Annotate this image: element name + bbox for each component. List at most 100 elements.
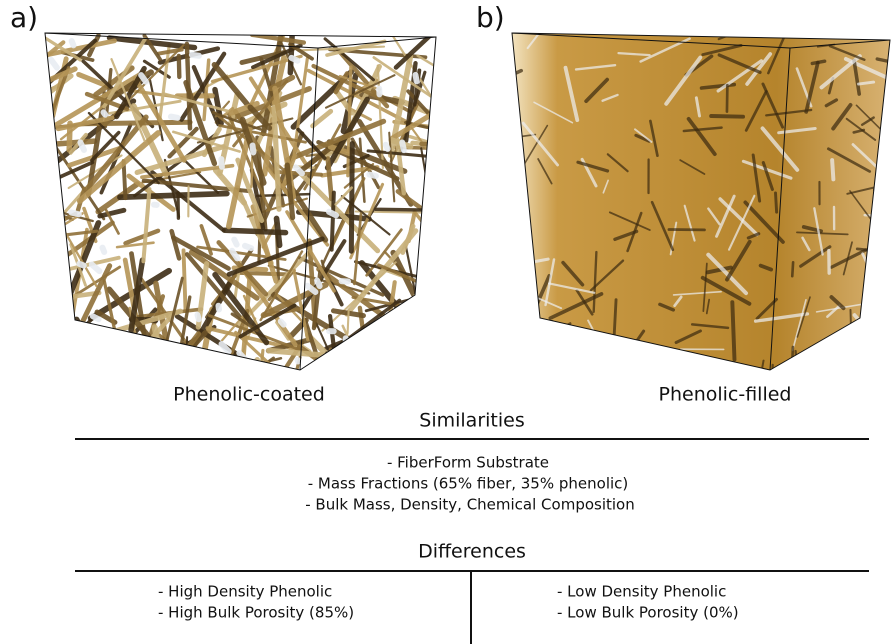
fiber (186, 337, 187, 377)
fiber (495, 279, 518, 292)
fiber (269, 351, 346, 357)
fiber (317, 280, 320, 286)
fiber (415, 295, 496, 312)
fiber (80, 142, 84, 150)
fiber (119, 338, 123, 342)
fiber (332, 193, 334, 250)
fiber (832, 160, 833, 179)
fiber (418, 278, 456, 358)
fiber (141, 75, 146, 82)
fiber (41, 191, 42, 215)
fiber (89, 331, 101, 361)
fiber (291, 58, 297, 61)
fiber (711, 116, 743, 117)
fiber (0, 360, 51, 431)
fiber (439, 290, 460, 318)
fiber (0, 244, 43, 248)
section-title: Similarities (419, 410, 524, 432)
fiber (184, 250, 186, 311)
fiber (204, 60, 209, 119)
fiber (179, 56, 180, 77)
fiber (160, 45, 169, 118)
fiber (812, 61, 824, 63)
fiber (0, 309, 45, 311)
fiber (416, 213, 482, 295)
fiber (552, 363, 578, 379)
fiber (298, 360, 299, 362)
fiber (343, 326, 369, 383)
fiber (776, 193, 777, 212)
fiber (370, 326, 428, 365)
fiber (92, 347, 166, 363)
fiber (399, 304, 407, 323)
fiber (675, 358, 678, 381)
fiber (376, 209, 435, 210)
fiber (585, 358, 638, 377)
fiber (45, 356, 119, 386)
fiber (386, 145, 388, 149)
fiber (225, 230, 286, 232)
fiber (104, 112, 106, 114)
list-item: - Bulk Mass, Density, Chemical Compositi… (305, 496, 635, 514)
list-item: - Low Bulk Porosity (0%) (557, 604, 739, 622)
fiber (232, 251, 237, 259)
fiber (508, 355, 551, 361)
fiber (72, 41, 74, 45)
fiber (436, 296, 444, 376)
fiber (417, 355, 427, 379)
fiber (406, 335, 436, 354)
fiber (415, 75, 416, 81)
fiber (26, 213, 82, 247)
fiber (33, 250, 64, 301)
fiber (520, 286, 528, 308)
fiber (482, 71, 521, 89)
list-item: - High Density Phenolic (158, 583, 332, 601)
fiber (59, 340, 75, 356)
fiber (58, 336, 123, 353)
list-item: - High Bulk Porosity (85%) (158, 604, 354, 622)
fiber (369, 341, 375, 371)
fiber (706, 369, 739, 381)
fiber (0, 367, 57, 422)
fiber (376, 353, 424, 402)
fiber (313, 111, 331, 126)
list-item: - FiberForm Substrate (387, 454, 549, 472)
fiber (108, 335, 126, 350)
fiber (172, 231, 179, 258)
fiber (423, 223, 438, 239)
panel-caption: Phenolic-coated (173, 384, 325, 406)
fiber (125, 231, 158, 243)
fiber (60, 235, 71, 327)
fiber (221, 344, 228, 351)
fiber (253, 146, 254, 153)
fiber (427, 331, 443, 369)
figure: a) b) Phenolic-coated Phenolic-filled Si… (0, 0, 895, 644)
fiber (555, 361, 582, 389)
fiber (858, 82, 873, 84)
fiber (124, 161, 126, 198)
fiber (281, 321, 284, 324)
fiber (71, 213, 79, 215)
fiber (867, 281, 890, 335)
fiber (54, 342, 98, 353)
fiber (415, 362, 472, 368)
fiber (363, 332, 366, 333)
fiber (171, 117, 178, 118)
section-title: Differences (418, 541, 526, 563)
fiber (396, 319, 414, 340)
fiber (432, 314, 436, 366)
fiber (330, 316, 338, 385)
fiber (257, 194, 309, 196)
fiber (79, 264, 84, 266)
fiber (44, 323, 69, 411)
fiber (109, 335, 173, 420)
fiber (547, 323, 570, 337)
fiber (418, 56, 446, 73)
fiber (252, 158, 253, 187)
fiber (93, 316, 99, 319)
fiber (0, 231, 48, 273)
fiber (219, 358, 281, 373)
panel-caption: Phenolic-filled (659, 384, 792, 406)
fiber (850, 310, 851, 339)
fiber (792, 262, 793, 276)
